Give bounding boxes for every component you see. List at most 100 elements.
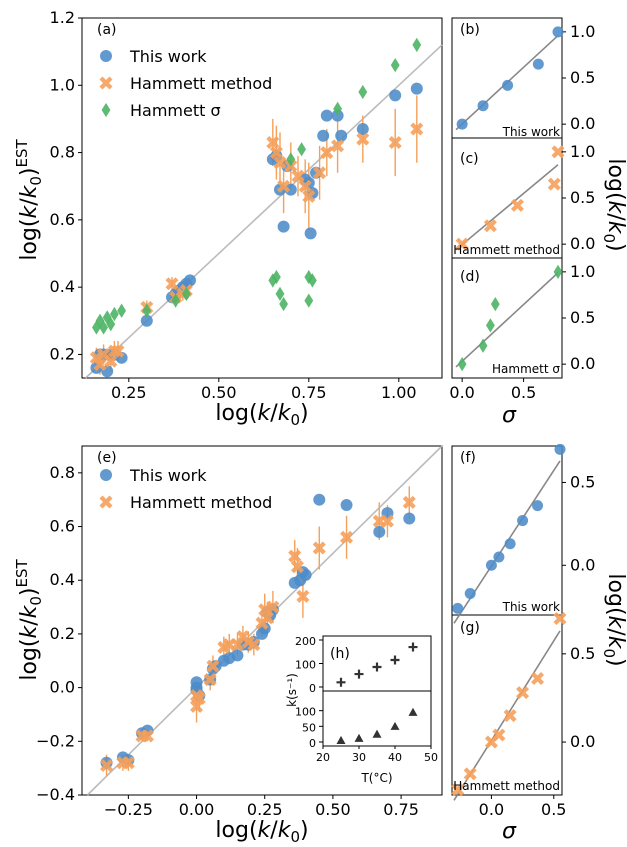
panel-b-label: (b) xyxy=(460,22,480,38)
axis-label-part: log( xyxy=(215,818,257,843)
legend-e-this-work: This work xyxy=(129,466,207,485)
axis-label-part: k xyxy=(603,636,627,650)
axis-label-part: 0 xyxy=(600,233,618,243)
panel-h-lower-ytick-label: 0 xyxy=(309,737,316,750)
panel-e-point-hammett-method xyxy=(402,495,416,509)
panel-e-ytick-label: 0.6 xyxy=(50,517,75,536)
panel-a-point-hammett-method xyxy=(298,179,312,193)
panel-e-point-hammett-method xyxy=(312,541,326,555)
panel-d-xtick-label: 0.5 xyxy=(511,383,536,402)
panel-a-point-hammett-method xyxy=(93,358,107,372)
panel-e-ytick-label: 0.4 xyxy=(50,570,75,589)
axis-label-part: log( xyxy=(603,158,627,200)
panel-g-note: Hammett method xyxy=(453,779,560,793)
panel-a-point-hammett-sigma xyxy=(272,269,281,285)
panel-f-point xyxy=(532,500,544,512)
panel-e-xtick-label: 0.00 xyxy=(179,800,215,819)
panel-h-lower-frame xyxy=(322,690,432,747)
panel-a-point-hammett-sigma xyxy=(110,306,119,322)
panel-d-ytick-label: 0.5 xyxy=(570,308,595,327)
axis-label-part: k xyxy=(603,616,627,630)
panel-h-upper-point xyxy=(390,655,400,665)
panel-e-point-this-work xyxy=(340,499,353,512)
panel-f-ytick-label: 0.0 xyxy=(570,555,595,574)
legend-a-marker-this-work xyxy=(100,50,112,62)
panel-a-point-hammett-sigma xyxy=(106,317,116,332)
panel-a-point-hammett-sigma xyxy=(117,303,126,318)
panel-a-ytick-label: 1.0 xyxy=(50,75,75,94)
panel-h-ylabel: k(s⁻¹) xyxy=(285,673,299,707)
panel-h-lower-point xyxy=(408,707,418,716)
panel-d-point xyxy=(553,264,563,279)
axis-label-part: k xyxy=(278,401,292,426)
panel-e-point-hammett-method xyxy=(340,530,354,544)
axis-label-part: / xyxy=(17,618,42,626)
panel-h-upper-ytick-label: 0 xyxy=(309,682,316,695)
legend-e-marker-this-work xyxy=(100,469,112,481)
panel-a-frame xyxy=(81,17,443,379)
panel-h-lower-ytick-label: 50 xyxy=(302,721,316,734)
panel-e-ytick-label: −0.2 xyxy=(36,731,75,750)
axis-label-part: log( xyxy=(215,401,257,426)
panel-f-point xyxy=(554,443,566,455)
frames-layer xyxy=(78,17,566,799)
panel-b-point xyxy=(502,79,514,91)
panel-c-ytick-label: 0.0 xyxy=(570,234,595,253)
legend-e-marker-hammett-method xyxy=(99,495,113,509)
panel-a-point-hammett-method xyxy=(356,132,370,146)
panel-a-point-hammett-sigma xyxy=(142,303,152,318)
panel-a-point-hammett-sigma xyxy=(279,296,288,312)
panel-e-point-hammett-method xyxy=(380,514,394,528)
panel-d-note: Hammett σ xyxy=(492,362,560,376)
panel-f-point xyxy=(493,551,505,563)
panel-d-fit-line xyxy=(455,272,559,368)
panel-h-xtick-label: 40 xyxy=(388,751,402,764)
panel-a-point-this-work xyxy=(317,129,330,142)
panel-e-point-hammett-method xyxy=(247,638,261,652)
panel-h-xtick-label: 30 xyxy=(352,751,366,764)
legend-a-marker-hammett-method xyxy=(99,76,113,90)
axis-label-part: k xyxy=(603,201,627,215)
panel-a-point-hammett-method xyxy=(266,135,280,149)
text-layer: 0.25 0.50 0.75 1.000.20.40.60.81.01.2log(k/… xyxy=(13,8,627,846)
axis-label-part: 0 xyxy=(27,176,45,186)
panel-a-point-this-work xyxy=(335,129,348,142)
panel-g-label: (g) xyxy=(460,620,480,636)
panel-a-point-hammett-sigma xyxy=(92,320,101,335)
panel-a-xlabel: log(k/k0) xyxy=(215,401,308,429)
panel-a-point-hammett-method xyxy=(302,189,316,203)
axis-label-part: k xyxy=(258,401,272,426)
panel-g-frame xyxy=(451,614,563,796)
panel-a-point-hammett-method xyxy=(111,344,125,358)
panel-a-point-this-work xyxy=(277,220,290,233)
panel-e-ytick-label: 0.0 xyxy=(50,678,75,697)
panel-b-point xyxy=(532,58,544,70)
axis-label-part: log( xyxy=(603,573,627,615)
panel-e-point-hammett-method xyxy=(100,758,114,772)
panel-d-xtick-label: 0.0 xyxy=(449,383,474,402)
panel-a-point-hammett-sigma xyxy=(333,101,342,116)
panel-b-point xyxy=(552,26,564,38)
panel-a-point-hammett-sigma xyxy=(182,286,191,302)
panel-a-xtick-label: 0.25 xyxy=(111,383,147,402)
axis-label-est: EST xyxy=(13,138,31,167)
axis-label-part: / xyxy=(270,401,278,426)
panel-e-point-hammett-method xyxy=(260,611,274,625)
panel-d-point xyxy=(490,297,500,312)
panel-a-point-hammett-method xyxy=(165,277,179,291)
axis-label-part: 0 xyxy=(27,596,45,606)
panel-f-label: (f) xyxy=(460,450,476,466)
panel-a-point-hammett-sigma xyxy=(358,84,368,100)
panel-a-ytick-label: 0.4 xyxy=(50,277,75,296)
panel-fg-ylabel: log(k/k0) xyxy=(600,573,627,666)
panel-a-diagonal xyxy=(85,44,443,379)
panel-e-point-this-work xyxy=(313,493,326,506)
panel-a-ytick-label: 0.8 xyxy=(50,143,75,162)
panel-a-point-hammett-sigma xyxy=(304,293,314,308)
panel-e-ytick-label: 0.8 xyxy=(50,463,75,482)
panel-a-point-hammett-sigma xyxy=(297,142,306,157)
panel-e-xtick-label: −0.25 xyxy=(104,800,153,819)
panel-e-frame xyxy=(81,445,443,796)
axis-label-part: ) xyxy=(300,401,309,426)
panel-c-point xyxy=(551,145,565,159)
